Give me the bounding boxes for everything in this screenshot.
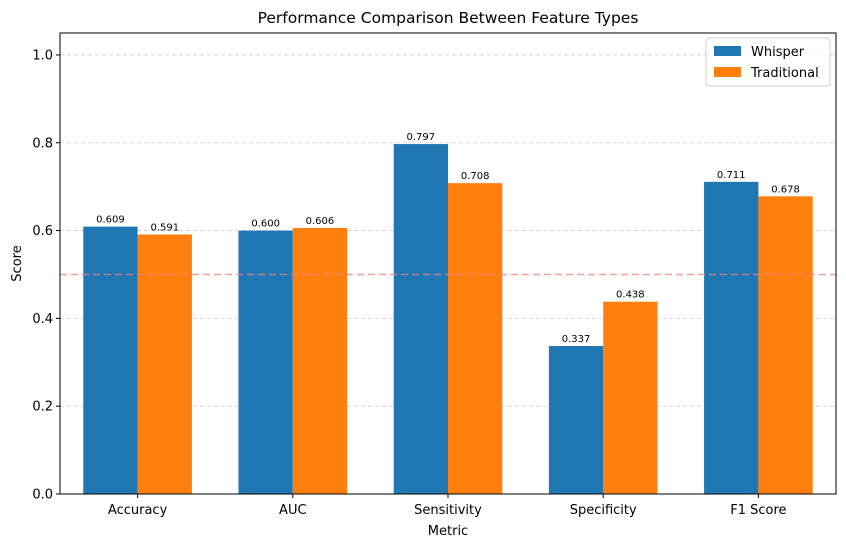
data-label: 0.708	[461, 171, 490, 182]
bar-whisper-accuracy	[83, 226, 138, 494]
y-tick-label: 0.6	[32, 224, 53, 239]
bar-whisper-sensitivity	[393, 144, 448, 494]
bar-whisper-f1-score	[704, 181, 759, 494]
legend-label: Traditional	[750, 66, 819, 81]
data-label: 0.600	[251, 219, 280, 230]
y-tick-label: 1.0	[32, 48, 53, 63]
y-axis-label: Score	[10, 245, 25, 281]
x-axis: Accuracy AUC Sensitivity Specificity F1 Scor…	[108, 494, 787, 518]
data-label: 0.438	[616, 290, 645, 301]
x-tick-label: AUC	[279, 503, 307, 518]
data-label: 0.678	[771, 184, 800, 195]
data-label: 0.337	[562, 334, 591, 345]
x-tick-label: Accuracy	[108, 503, 168, 518]
legend: Whisper Traditional	[705, 37, 831, 87]
bars	[83, 144, 813, 495]
legend-swatch	[714, 67, 741, 77]
data-labels: 0.609 0.591 0.600 0.606 0.797 0.708 0.337 0.438…	[96, 132, 800, 345]
bar-whisper-auc	[238, 230, 293, 495]
y-tick-label: 0.0	[32, 488, 53, 503]
data-label: 0.591	[150, 223, 179, 234]
legend-swatch	[714, 46, 741, 56]
x-axis-label: Metric	[428, 524, 468, 539]
chart-title: Performance Comparison Between Feature T…	[258, 9, 639, 27]
legend-label: Whisper	[751, 45, 805, 60]
x-tick-label: F1 Score	[730, 503, 786, 518]
y-axis: 0.0 0.2 0.4 0.6 0.8 1.0	[32, 48, 60, 503]
y-tick-label: 0.8	[32, 136, 53, 151]
bar-traditional-f1-score	[758, 196, 813, 494]
data-label: 0.711	[717, 170, 746, 181]
bar-traditional-specificity	[603, 301, 658, 494]
y-tick-label: 0.4	[32, 312, 53, 327]
data-label: 0.606	[306, 216, 335, 227]
bar-traditional-accuracy	[137, 234, 192, 494]
data-label: 0.797	[407, 132, 436, 143]
bar-whisper-specificity	[548, 346, 604, 494]
data-label: 0.609	[96, 215, 125, 226]
y-tick-label: 0.2	[32, 400, 53, 415]
x-tick-label: Sensitivity	[414, 503, 482, 518]
x-tick-label: Specificity	[570, 503, 637, 518]
bar-traditional-auc	[292, 227, 348, 495]
bar-traditional-sensitivity	[448, 183, 503, 494]
